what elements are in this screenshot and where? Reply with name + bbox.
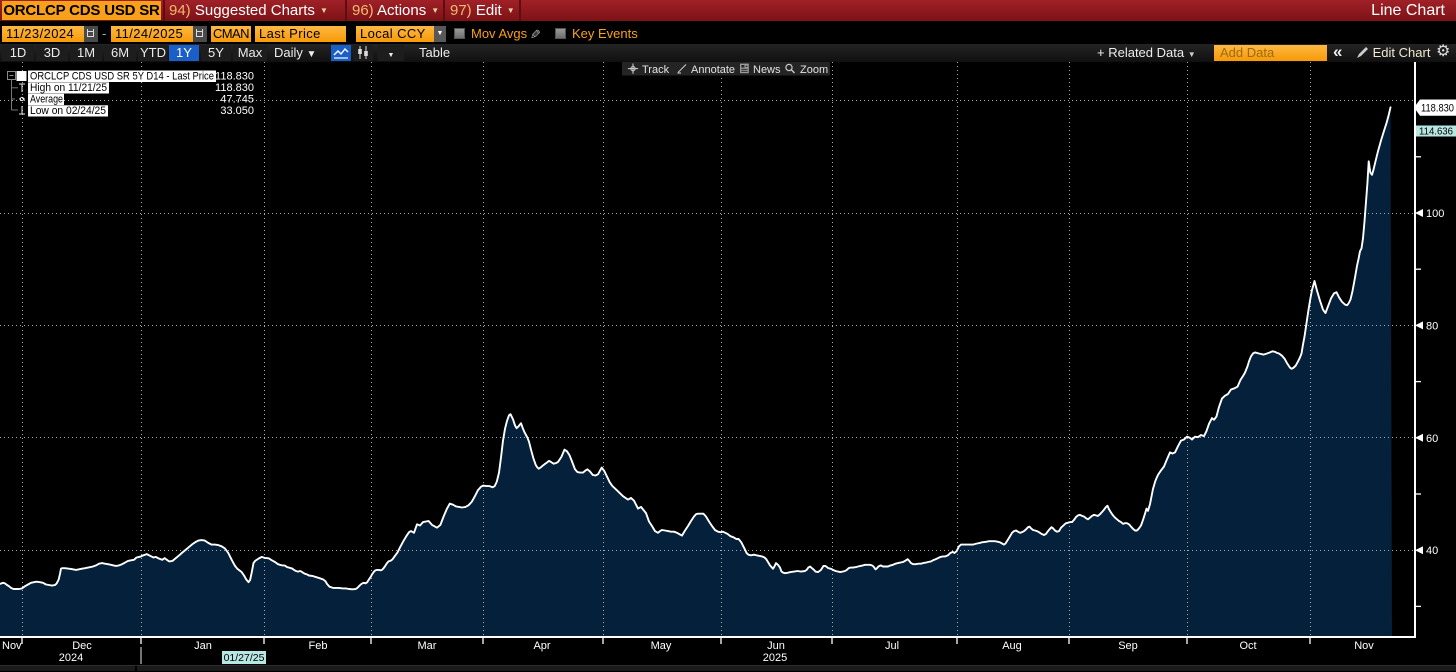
svg-text:47.745: 47.745 (220, 94, 254, 106)
svg-text:Zoom: Zoom (800, 64, 828, 76)
svg-text:Track: Track (642, 64, 670, 76)
svg-text:Dec: Dec (72, 640, 92, 652)
svg-text:Aug: Aug (1002, 640, 1022, 652)
svg-text:80: 80 (1426, 320, 1438, 332)
svg-text:Average: Average (30, 94, 63, 106)
svg-text:2025: 2025 (763, 652, 787, 664)
svg-text:40: 40 (1426, 545, 1438, 557)
svg-text:2024: 2024 (59, 652, 83, 664)
svg-text:Jul: Jul (885, 640, 899, 652)
svg-text:Mar: Mar (418, 640, 437, 652)
svg-text:100: 100 (1426, 208, 1444, 220)
svg-text:33.050: 33.050 (220, 105, 254, 117)
svg-text:High on 11/21/25: High on 11/21/25 (30, 82, 107, 94)
svg-text:Nov: Nov (1354, 640, 1374, 652)
svg-text:114.636: 114.636 (1419, 125, 1453, 137)
svg-text:Jun: Jun (767, 640, 785, 652)
svg-text:Nov: Nov (2, 640, 22, 652)
svg-text:118.830: 118.830 (215, 82, 254, 94)
svg-text:Low on 02/24/25: Low on 02/24/25 (30, 105, 106, 117)
svg-text:118.830: 118.830 (1421, 103, 1454, 115)
svg-text:60: 60 (1426, 433, 1438, 445)
svg-text:Jan: Jan (194, 640, 212, 652)
svg-text:ORCLCP CDS USD SR 5Y D14 - Las: ORCLCP CDS USD SR 5Y D14 - Last Price (30, 71, 214, 83)
svg-text:01/27/25: 01/27/25 (224, 652, 265, 664)
svg-text:Sep: Sep (1118, 640, 1138, 652)
svg-text:118.830: 118.830 (215, 71, 254, 83)
svg-text:Oct: Oct (1239, 640, 1256, 652)
svg-text:Annotate: Annotate (691, 64, 735, 76)
svg-text:May: May (651, 640, 672, 652)
svg-text:News: News (753, 64, 781, 76)
svg-text:Apr: Apr (533, 640, 550, 652)
svg-text:Feb: Feb (309, 640, 328, 652)
